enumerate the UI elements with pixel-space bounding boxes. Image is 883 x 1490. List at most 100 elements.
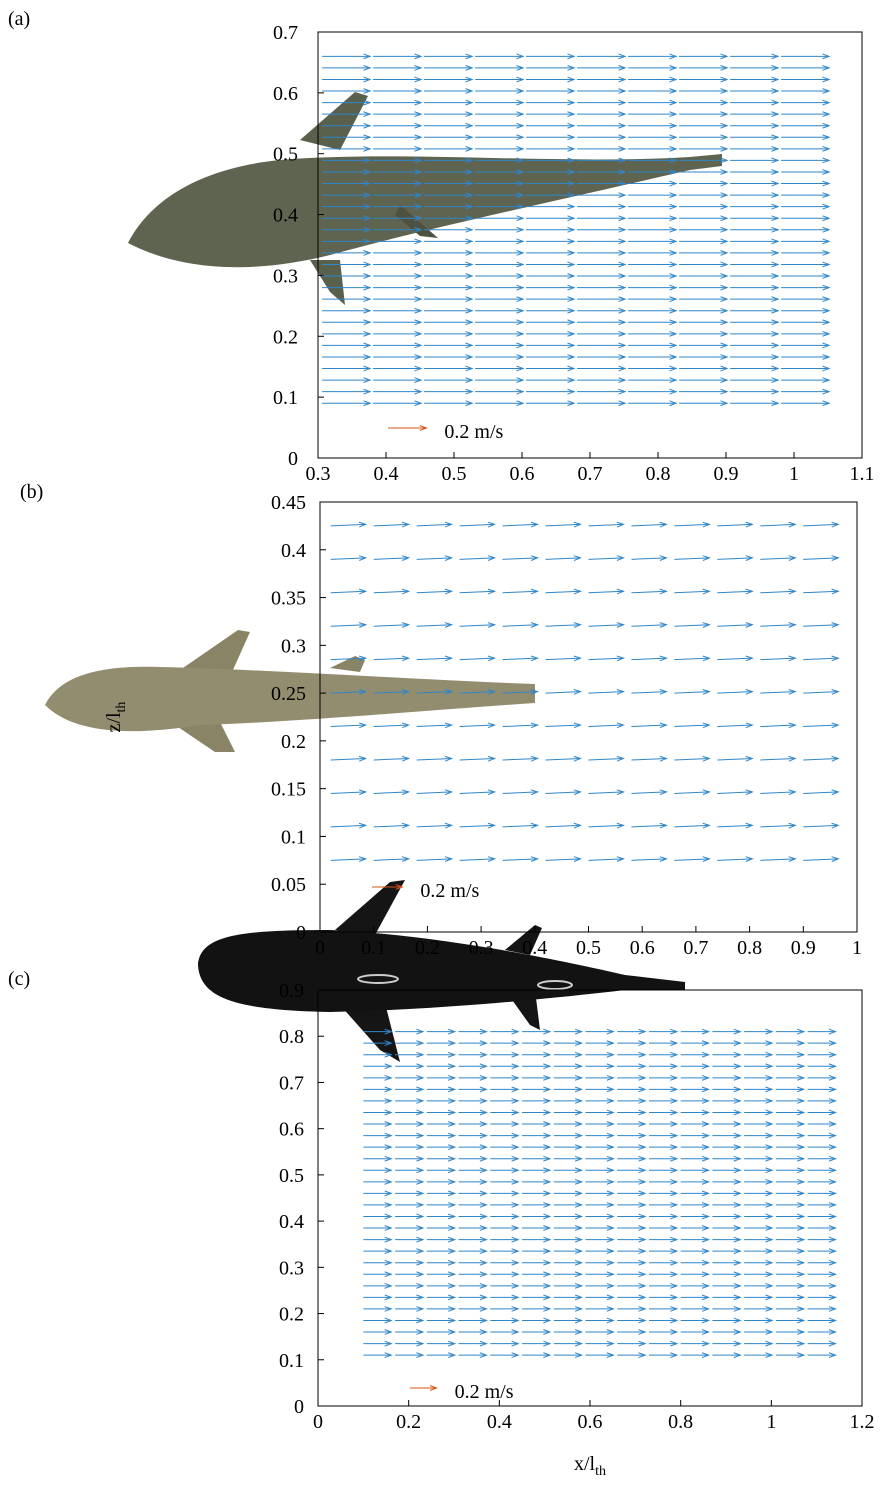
velocity-arrow xyxy=(577,216,625,221)
velocity-arrow xyxy=(681,1064,709,1069)
velocity-arrow xyxy=(459,1203,487,1208)
velocity-arrow xyxy=(554,1179,582,1184)
velocity-arrow xyxy=(424,251,472,256)
velocity-arrow xyxy=(681,1110,709,1115)
velocity-arrow xyxy=(730,343,778,348)
velocity-arrow xyxy=(577,146,625,151)
velocity-arrow xyxy=(730,170,778,175)
velocity-arrow xyxy=(649,1214,677,1219)
x-tick-label: 1.1 xyxy=(850,463,875,485)
velocity-arrow xyxy=(322,389,370,394)
x-tick-label: 1.2 xyxy=(850,1411,875,1433)
velocity-arrow xyxy=(424,308,472,313)
y-tick-label: 0.9 xyxy=(279,980,304,1002)
velocity-arrow-shaft xyxy=(503,524,538,526)
velocity-arrow xyxy=(460,656,495,661)
velocity-arrow-shaft xyxy=(717,625,752,627)
velocity-arrow xyxy=(331,589,366,594)
y-tick-label: 0.4 xyxy=(279,1211,304,1233)
velocity-arrow xyxy=(674,556,709,561)
velocity-arrow-shaft xyxy=(460,825,495,827)
velocity-arrow xyxy=(681,1318,709,1323)
velocity-arrow xyxy=(808,1075,836,1080)
velocity-arrow xyxy=(679,227,727,232)
velocity-arrow xyxy=(395,1133,423,1138)
velocity-arrow xyxy=(776,1330,804,1335)
velocity-arrow xyxy=(490,1330,518,1335)
velocity-arrow xyxy=(373,135,421,140)
velocity-arrow xyxy=(373,66,421,71)
velocity-arrow xyxy=(781,378,829,383)
velocity-arrow-shaft xyxy=(374,558,409,560)
velocity-arrow xyxy=(674,656,709,661)
velocity-arrow xyxy=(628,262,676,267)
velocity-arrow xyxy=(781,297,829,302)
velocity-arrow xyxy=(363,1087,391,1092)
velocity-arrow xyxy=(744,1318,772,1323)
velocity-arrow xyxy=(526,135,574,140)
velocity-arrow xyxy=(424,401,472,406)
velocity-arrow xyxy=(808,1203,836,1208)
velocity-arrow xyxy=(475,274,523,279)
velocity-arrow xyxy=(744,1295,772,1300)
velocity-arrow xyxy=(681,1156,709,1161)
velocity-arrow xyxy=(424,331,472,336)
velocity-arrow xyxy=(522,1249,550,1254)
velocity-arrow xyxy=(730,331,778,336)
velocity-arrow xyxy=(363,1099,391,1104)
velocity-arrow xyxy=(744,1260,772,1265)
velocity-arrow xyxy=(577,378,625,383)
velocity-arrow-shaft xyxy=(760,825,795,827)
velocity-arrow xyxy=(503,857,538,862)
velocity-arrow xyxy=(776,1203,804,1208)
velocity-arrow xyxy=(373,378,421,383)
velocity-arrow xyxy=(554,1330,582,1335)
velocity-arrow xyxy=(475,320,523,325)
velocity-arrow xyxy=(681,1052,709,1057)
velocity-arrow-shaft xyxy=(760,524,795,526)
velocity-arrow xyxy=(617,1133,645,1138)
velocity-arrow xyxy=(649,1330,677,1335)
velocity-arrow xyxy=(363,1226,391,1231)
velocity-arrow xyxy=(674,823,709,828)
velocity-arrow xyxy=(681,1075,709,1080)
velocity-arrow xyxy=(628,112,676,117)
velocity-arrow xyxy=(577,274,625,279)
velocity-arrow xyxy=(459,1168,487,1173)
velocity-arrow xyxy=(577,123,625,128)
velocity-arrow xyxy=(717,656,752,661)
velocity-arrow xyxy=(617,1214,645,1219)
velocity-arrow xyxy=(776,1168,804,1173)
velocity-arrow xyxy=(475,355,523,360)
velocity-arrow-shaft xyxy=(417,558,452,560)
velocity-arrow xyxy=(808,1318,836,1323)
velocity-arrow xyxy=(679,100,727,105)
velocity-arrow-shaft xyxy=(589,792,624,794)
velocity-arrow xyxy=(459,1099,487,1104)
velocity-arrow xyxy=(459,1341,487,1346)
y-tick-label: 0.7 xyxy=(279,1072,304,1094)
velocity-arrow-shaft xyxy=(760,625,795,627)
velocity-arrow xyxy=(781,308,829,313)
velocity-arrow xyxy=(808,1110,836,1115)
velocity-arrow xyxy=(585,1087,613,1092)
velocity-arrow xyxy=(776,1272,804,1277)
velocity-arrow xyxy=(781,100,829,105)
velocity-arrow xyxy=(459,1191,487,1196)
velocity-arrow xyxy=(617,1283,645,1288)
velocity-arrow xyxy=(679,378,727,383)
velocity-arrow xyxy=(808,1214,836,1219)
velocity-arrow xyxy=(577,112,625,117)
velocity-arrow-shaft xyxy=(503,758,538,760)
y-tick-label: 0.4 xyxy=(273,205,298,227)
velocity-arrow xyxy=(427,1075,455,1080)
velocity-arrow xyxy=(526,366,574,371)
velocity-arrow xyxy=(460,790,495,795)
y-tick-label: 0 xyxy=(296,922,306,944)
velocity-arrow xyxy=(776,1237,804,1242)
velocity-arrow xyxy=(717,556,752,561)
velocity-arrow xyxy=(363,1272,391,1277)
velocity-arrow-shaft xyxy=(331,758,366,760)
velocity-arrow xyxy=(395,1179,423,1184)
velocity-arrow xyxy=(374,823,409,828)
